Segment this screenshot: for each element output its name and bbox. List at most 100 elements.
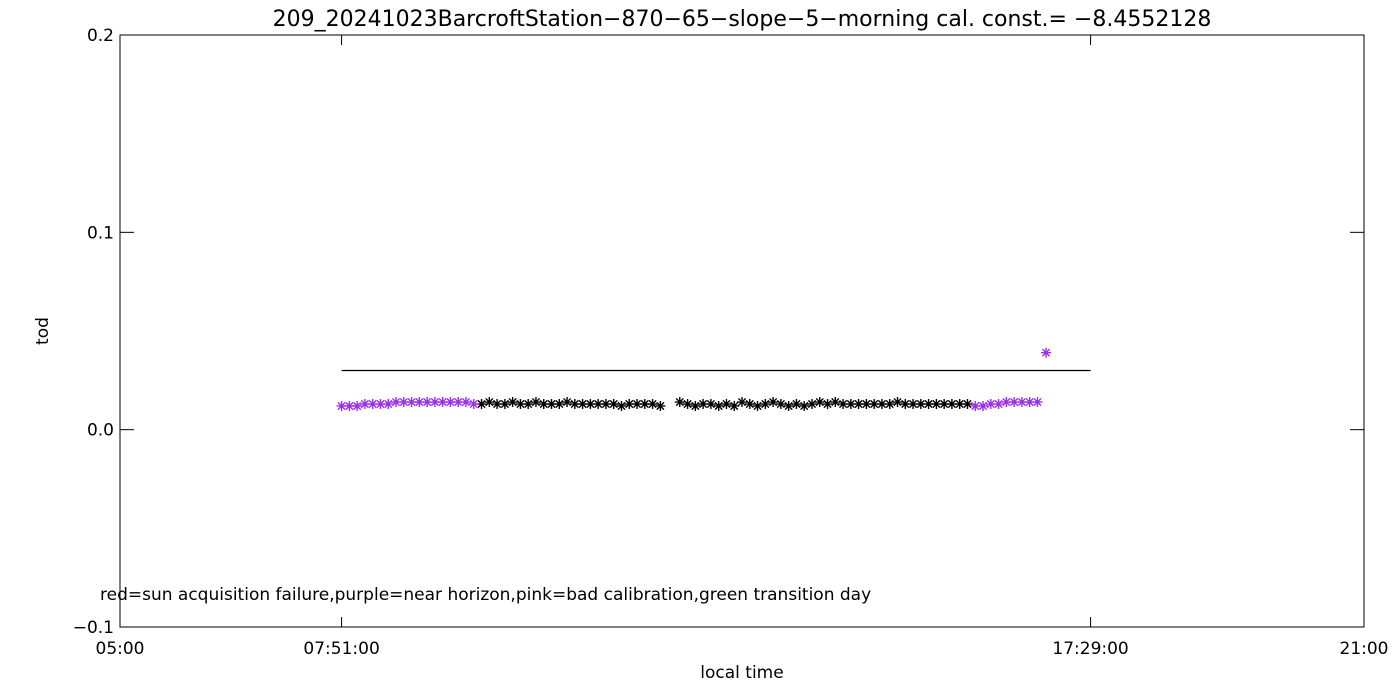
x-axis-label: local time — [700, 663, 783, 683]
point — [476, 399, 487, 410]
point — [915, 399, 926, 410]
point — [391, 397, 402, 408]
point — [507, 397, 518, 408]
point — [822, 399, 833, 410]
point — [884, 399, 895, 410]
point — [682, 399, 693, 410]
point — [814, 397, 825, 408]
x-tick-label: 07:51:00 — [303, 639, 379, 659]
point — [538, 399, 549, 410]
point — [861, 399, 872, 410]
point — [608, 399, 619, 410]
point — [375, 399, 386, 410]
point — [954, 399, 965, 410]
point — [453, 397, 464, 408]
point — [1024, 397, 1035, 408]
point — [775, 399, 786, 410]
point — [352, 400, 363, 411]
point — [985, 399, 996, 410]
point — [569, 399, 580, 410]
point — [845, 399, 856, 410]
point — [705, 399, 716, 410]
point — [690, 400, 701, 411]
point — [806, 399, 817, 410]
point — [698, 399, 709, 410]
point — [838, 399, 849, 410]
point — [1041, 347, 1051, 358]
point — [946, 399, 957, 410]
point — [632, 399, 643, 410]
point — [876, 399, 887, 410]
point — [1009, 397, 1020, 408]
point — [970, 400, 981, 411]
point — [674, 397, 685, 408]
x-tick-label: 05:00 — [96, 639, 145, 659]
annotation: red=sun acquisition failure,purple=near … — [100, 585, 871, 605]
point — [768, 397, 779, 408]
point — [484, 397, 495, 408]
point — [908, 399, 919, 410]
point — [783, 400, 794, 411]
y-tick-label: 0.2 — [87, 26, 114, 46]
point — [577, 399, 588, 410]
point — [853, 399, 864, 410]
y-tick-label: −0.1 — [73, 618, 114, 638]
point — [344, 400, 355, 411]
point — [460, 397, 471, 408]
point — [962, 399, 973, 410]
point — [647, 399, 658, 410]
point — [1016, 397, 1027, 408]
point — [429, 397, 440, 408]
point — [639, 399, 650, 410]
point — [655, 400, 666, 411]
point — [600, 399, 611, 410]
point — [414, 397, 425, 408]
point — [367, 399, 378, 410]
point — [993, 399, 1004, 410]
point — [515, 399, 526, 410]
point — [422, 397, 433, 408]
point — [892, 397, 903, 408]
point — [624, 399, 635, 410]
point — [359, 399, 370, 410]
point — [398, 397, 409, 408]
point — [383, 399, 394, 410]
point — [437, 397, 448, 408]
point — [900, 399, 911, 410]
point — [445, 397, 456, 408]
point — [869, 399, 880, 410]
point — [931, 399, 942, 410]
point — [530, 397, 541, 408]
y-tick-label: 0.1 — [87, 223, 114, 243]
plot-frame — [119, 34, 1365, 628]
point — [492, 399, 503, 410]
x-tick-label: 21:00 — [1340, 639, 1389, 659]
point — [499, 399, 510, 410]
point — [752, 400, 763, 411]
point — [830, 397, 841, 408]
point — [523, 399, 534, 410]
point — [554, 399, 565, 410]
point — [939, 399, 950, 410]
point — [546, 399, 557, 410]
point — [616, 400, 627, 411]
point — [737, 397, 747, 408]
point — [978, 400, 989, 411]
x-tick-label: 17:29:00 — [1052, 639, 1128, 659]
point — [923, 399, 934, 410]
point — [799, 400, 810, 411]
point — [791, 399, 802, 410]
point — [1032, 397, 1043, 408]
point — [406, 397, 417, 408]
chart-title: 209_20241023BarcroftStation−870−65−slope… — [273, 7, 1212, 32]
point — [729, 400, 740, 411]
point — [585, 399, 596, 410]
point — [760, 399, 771, 410]
point — [1001, 397, 1012, 408]
point — [336, 400, 347, 411]
point — [562, 397, 573, 408]
point — [744, 399, 755, 410]
